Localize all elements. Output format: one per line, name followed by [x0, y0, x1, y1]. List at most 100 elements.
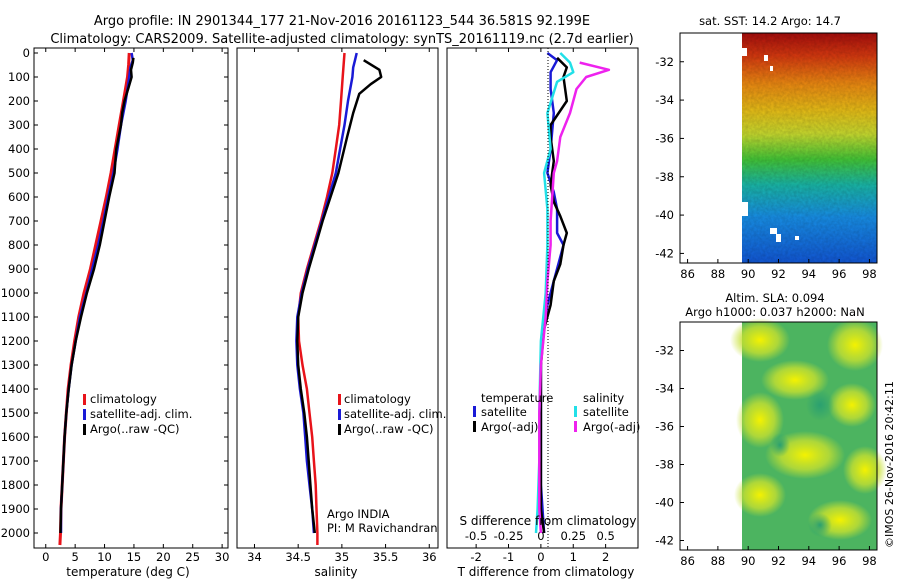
- legend-label-argo: Argo(..raw -QC): [90, 422, 180, 436]
- series-line-argo-raw-qc-: [296, 59, 383, 534]
- salinity-xlabel: salinity: [314, 565, 357, 579]
- sla-map-title: Altim. SLA: 0.094: [725, 291, 824, 305]
- y-tick-label: 1000: [1, 286, 30, 300]
- x-tick-label: 10: [97, 550, 112, 564]
- x-tick-label: 5: [71, 550, 78, 564]
- map-y-tick-label: -40: [655, 208, 674, 222]
- x-tick-label: 2: [602, 550, 609, 564]
- y-tick-label: 2000: [1, 526, 30, 540]
- y-tick-label: 500: [8, 166, 30, 180]
- map-y-tick-label: -36: [655, 131, 674, 145]
- difference-panel-frame: [446, 47, 639, 549]
- land-mask: [764, 55, 768, 61]
- x-tick-label: 35.5: [373, 550, 399, 564]
- header-line1: Argo profile: IN 2901344_177 21-Nov-2016…: [94, 14, 590, 29]
- salinity-panel-frame: [236, 47, 439, 549]
- x-tick-label: 20: [156, 550, 171, 564]
- map-x-tick-label: 88: [711, 554, 726, 568]
- map-x-tick-label: 90: [741, 267, 756, 281]
- legend-label-t-satellite: satellite: [481, 405, 527, 419]
- s-diff-xlabel: S difference from climatology: [460, 514, 637, 528]
- x-tick2-label: -0.25: [494, 529, 524, 543]
- map-y-tick-label: -34: [655, 382, 674, 396]
- sla-low: [808, 513, 832, 537]
- map-x-tick-label: 94: [801, 554, 816, 568]
- x-tick-label: 34: [247, 550, 262, 564]
- legend-label-satellite: satellite-adj. clim.: [344, 407, 446, 421]
- y-tick-label: 1200: [1, 334, 30, 348]
- x-tick-label: 1: [570, 550, 577, 564]
- y-tick-label: 1500: [1, 406, 30, 420]
- y-tick-label: 300: [8, 118, 30, 132]
- map-x-tick-label: 96: [832, 554, 847, 568]
- series-line-climatology: [58, 52, 131, 546]
- map-y-tick-label: -42: [655, 246, 674, 260]
- sla-high: [736, 392, 784, 448]
- y-tick-label: 1800: [1, 478, 30, 492]
- legend-swatch-s-satellite: [574, 406, 577, 417]
- legend-label-s-satellite: satellite: [583, 405, 629, 419]
- legend-swatch-t-satellite: [473, 406, 476, 417]
- y-tick-label: 1300: [1, 358, 30, 372]
- x-tick-label: 30: [215, 550, 230, 564]
- argo-india-annotation: Argo INDIA: [327, 507, 390, 521]
- series-line-argo-raw-qc-: [59, 57, 135, 534]
- map-x-tick-label: 92: [771, 267, 786, 281]
- y-tick-label: 100: [8, 70, 30, 84]
- y-tick-label: 0: [23, 46, 30, 60]
- temperature-xlabel: temperature (deg C): [66, 565, 189, 579]
- x-tick2-label: 0.5: [596, 529, 614, 543]
- land-mask: [742, 48, 747, 56]
- series-line-satellite-adj-clim-: [295, 52, 358, 534]
- sla-high: [734, 473, 786, 517]
- map-x-tick-label: 86: [680, 554, 695, 568]
- map-x-tick-label: 92: [771, 554, 786, 568]
- map-y-tick-label: -40: [655, 496, 674, 510]
- x-tick2-label: 0: [537, 529, 544, 543]
- x-tick-label: -2: [470, 550, 481, 564]
- sla-low: [770, 433, 790, 457]
- legend-title-salinity: salinity: [583, 391, 624, 405]
- map-x-tick-label: 88: [711, 267, 726, 281]
- legend-swatch-climatology: [83, 394, 86, 405]
- y-tick-label: 900: [8, 262, 30, 276]
- y-tick-label: 1900: [1, 502, 30, 516]
- header-line2: Climatology: CARS2009. Satellite-adjuste…: [50, 32, 633, 47]
- x-tick-label: 0: [42, 550, 49, 564]
- map-x-tick-label: 96: [832, 267, 847, 281]
- x-tick-label: 36: [422, 550, 437, 564]
- legend-label-climatology: climatology: [90, 392, 157, 406]
- y-tick-label: 1700: [1, 454, 30, 468]
- legend-label-climatology: climatology: [344, 392, 411, 406]
- x-tick-label: 0: [537, 550, 544, 564]
- sla-features: [730, 318, 887, 540]
- land-mask: [795, 236, 799, 240]
- y-tick-label: 200: [8, 94, 30, 108]
- y-tick-label: 600: [8, 190, 30, 204]
- y-tick-label: 1100: [1, 310, 30, 324]
- legend-swatch-satellite: [83, 409, 86, 420]
- y-tick-label: 1600: [1, 430, 30, 444]
- sla-high: [827, 319, 883, 371]
- map-y-tick-label: -36: [655, 420, 674, 434]
- legend-label-t-argo: Argo(-adj): [481, 420, 538, 434]
- map-x-tick-label: 86: [680, 267, 695, 281]
- map-y-tick-label: -32: [655, 55, 674, 69]
- sla-high: [843, 446, 887, 494]
- temperature-legend: climatology satellite-adj. clim. Argo(..…: [83, 392, 192, 436]
- land-mask: [776, 234, 781, 242]
- map-y-tick-label: -42: [655, 534, 674, 548]
- y-tick-label: 400: [8, 142, 30, 156]
- difference-legend: temperature satellite Argo(-adj) salinit…: [473, 391, 640, 434]
- temperature-panel-frame: [33, 47, 229, 549]
- map-y-tick-label: -34: [655, 93, 674, 107]
- map-ticks: 86 88 90 92 94 96 98 -32 -34 -36 -38 -40 -42 86 88 90 92…: [655, 55, 877, 568]
- sla-high: [828, 383, 876, 427]
- x-tick2-label: 0.25: [560, 529, 586, 543]
- legend-label-satellite: satellite-adj. clim.: [90, 407, 192, 421]
- sst-map-title: sat. SST: 14.2 Argo: 14.7: [699, 14, 841, 28]
- profile-lines: [58, 51, 611, 546]
- y-tick-label: 1400: [1, 382, 30, 396]
- x-tick-label: 25: [185, 550, 200, 564]
